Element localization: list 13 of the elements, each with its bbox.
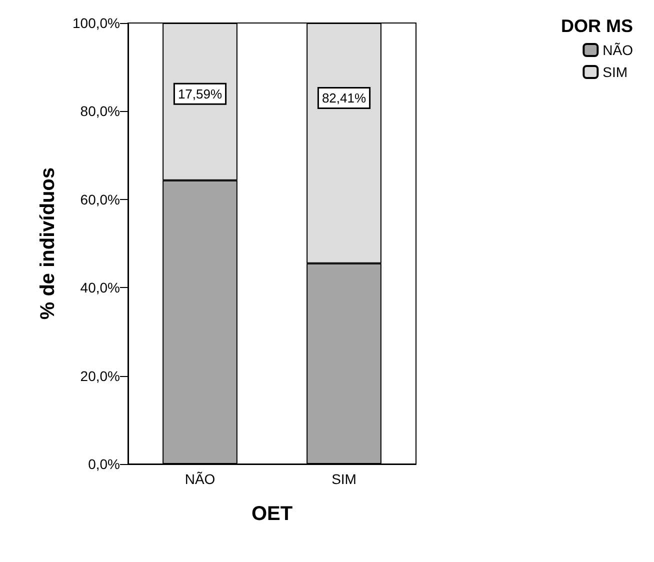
y-tick-label: 20,0% — [80, 368, 120, 384]
y-tick-label: 40,0% — [80, 280, 120, 296]
y-axis-title: % de indivíduos — [37, 167, 59, 320]
annotation: 82,41% — [322, 90, 366, 106]
y-tick-label: 0,0% — [88, 456, 120, 472]
legend-title: DOR MS — [561, 16, 633, 36]
annotation: 17,59% — [178, 86, 222, 102]
legend-label: NÃO — [602, 42, 634, 58]
y-tick-label: 100,0% — [72, 15, 120, 31]
x-axis-title: OET — [251, 503, 293, 525]
legend-label: SIM — [602, 64, 628, 80]
y-tick-label: 60,0% — [80, 191, 120, 208]
y-tick-label: 80,0% — [80, 103, 120, 120]
